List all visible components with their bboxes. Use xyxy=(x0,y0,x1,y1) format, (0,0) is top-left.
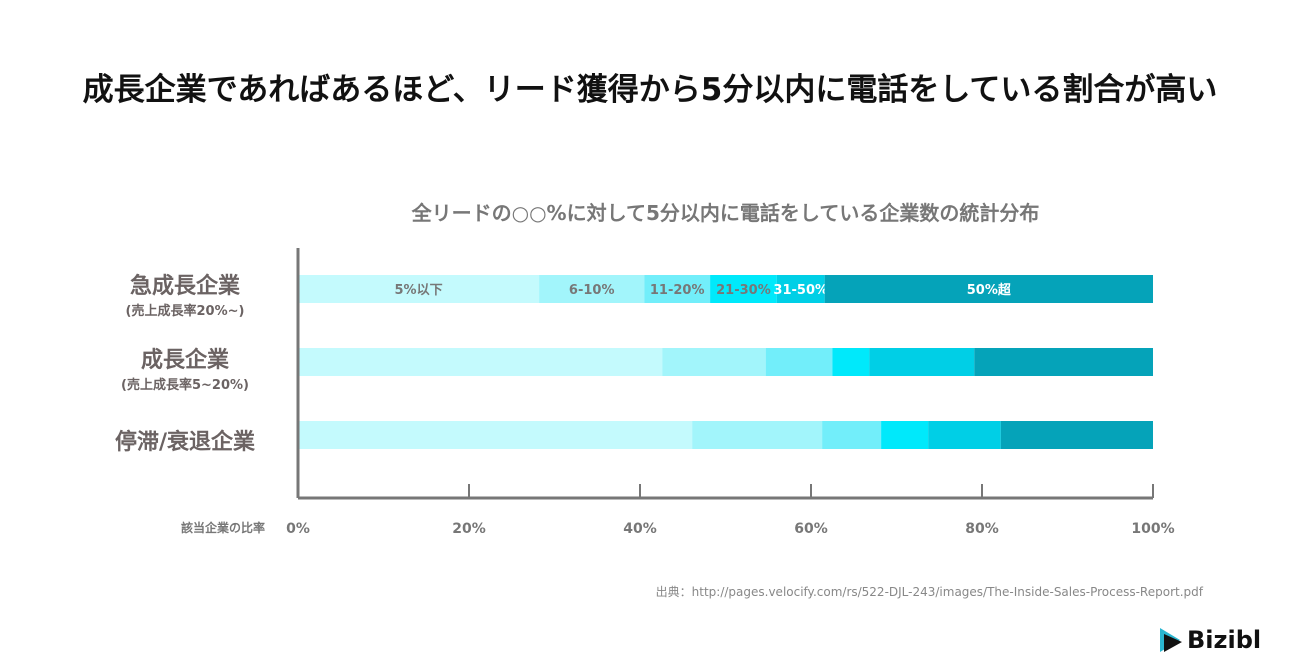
bar-segment xyxy=(298,421,693,449)
row-label-1: 成長企業 (売上成長率5~20%) xyxy=(55,342,315,393)
bar-segment xyxy=(662,348,766,376)
logo: Bizibl xyxy=(1158,626,1261,654)
segment-label: 50%超 xyxy=(967,282,1012,298)
bar-segment xyxy=(832,348,870,376)
row-label-main: 停滞/衰退企業 xyxy=(114,430,256,455)
x-tick-label: 100% xyxy=(1131,521,1174,537)
segment-label: 21-30% xyxy=(716,283,771,298)
segment-label: 11-20% xyxy=(650,283,705,298)
row-label-2: 停滞/衰退企業 xyxy=(55,424,315,456)
bar-segment xyxy=(822,421,882,449)
bar-segment xyxy=(298,348,663,376)
bar-segment xyxy=(692,421,823,449)
bar-segment xyxy=(881,421,929,449)
row-label-0: 急成長企業 (売上成長率20%~) xyxy=(55,268,315,319)
bar-segment xyxy=(710,275,777,303)
source-citation: 出典：http://pages.velocify.com/rs/522-DJL-… xyxy=(655,585,1203,599)
bar-segment xyxy=(539,275,645,303)
row-label-main: 急成長企業 xyxy=(129,274,240,299)
play-logo-icon xyxy=(1160,628,1182,652)
bar-segment xyxy=(824,275,1153,303)
segment-label: 6-10% xyxy=(569,283,615,298)
row-label-main: 成長企業 xyxy=(140,348,229,373)
x-axis-label: 該当企業の比率 xyxy=(181,520,265,535)
x-tick-label: 0% xyxy=(286,521,310,537)
x-tick-label: 40% xyxy=(623,521,657,537)
row-label-sub: (売上成長率5~20%) xyxy=(121,378,249,393)
page-title: 成長企業であればあるほど、リード獲得から5分以内に電話をしている割合が高い xyxy=(82,72,1218,108)
chart-title: 全リードの○○%に対して5分以内に電話をしている企業数の統計分布 xyxy=(411,201,1040,225)
bar-segment xyxy=(298,275,540,303)
bar-segment xyxy=(928,421,1001,449)
bar-segment xyxy=(869,348,975,376)
bar-segment xyxy=(776,275,825,303)
x-tick-label: 20% xyxy=(452,521,486,537)
logo-text: Bizibl xyxy=(1187,626,1262,654)
segment-label: 5%以下 xyxy=(395,283,443,298)
bar-segment xyxy=(644,275,711,303)
bar-segment xyxy=(765,348,833,376)
bar-segment xyxy=(974,348,1153,376)
bar-segment xyxy=(1000,421,1153,449)
row-label-sub: (売上成長率20%~) xyxy=(125,304,245,319)
segment-label: 31-50% xyxy=(773,283,828,298)
x-tick-label: 60% xyxy=(794,521,828,537)
x-tick-label: 80% xyxy=(965,521,999,537)
